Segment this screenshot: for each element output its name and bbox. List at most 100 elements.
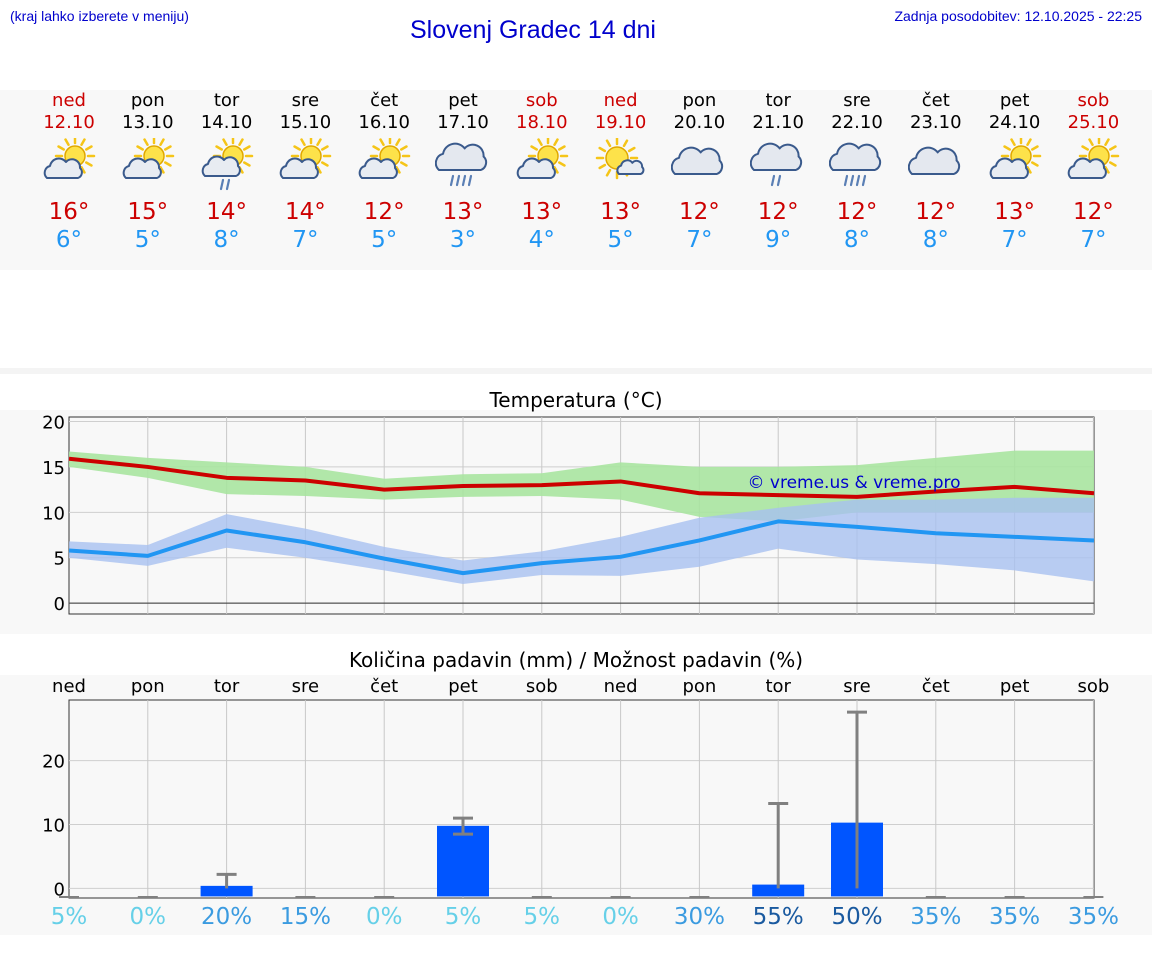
min-temperature-band bbox=[69, 497, 1094, 585]
day-name: sre bbox=[291, 90, 320, 111]
sun-cloud-light-rain-icon bbox=[201, 138, 253, 191]
max-temperature: 13° bbox=[994, 199, 1035, 225]
partly-cloudy-sun-icon bbox=[280, 138, 332, 179]
y-tick-label: 0 bbox=[54, 594, 65, 615]
day-date: 22.10 bbox=[831, 112, 883, 133]
day-name: pon bbox=[130, 90, 165, 111]
y-tick-label: 10 bbox=[42, 503, 65, 524]
min-temperature: 5° bbox=[607, 227, 634, 253]
cloud-rain-icon bbox=[435, 142, 488, 187]
precip-day-label: ned bbox=[52, 676, 86, 697]
min-temperature: 6° bbox=[55, 227, 83, 253]
cloud-light-rain-icon bbox=[750, 142, 803, 187]
min-temperature: 5° bbox=[134, 227, 161, 253]
day-name: sre bbox=[843, 90, 871, 111]
day-date: 14.10 bbox=[200, 112, 253, 133]
day-date: 16.10 bbox=[358, 112, 410, 133]
max-temperature: 12° bbox=[836, 199, 878, 225]
day-date: 12.10 bbox=[43, 112, 95, 133]
y-tick-label: 0 bbox=[54, 879, 65, 900]
cloudy-icon bbox=[907, 146, 960, 175]
max-temperature: 13° bbox=[521, 199, 563, 225]
day-name: ned bbox=[52, 90, 86, 111]
precip-probability: 5% bbox=[523, 904, 561, 930]
max-temperature: 12° bbox=[1073, 199, 1114, 225]
max-temperature: 13° bbox=[600, 199, 641, 225]
max-temperature: 14° bbox=[206, 199, 247, 225]
day-name: čet bbox=[370, 90, 399, 111]
precip-day-label: sob bbox=[1077, 676, 1110, 697]
day-date: 19.10 bbox=[594, 112, 647, 133]
min-temperature: 8° bbox=[213, 227, 240, 253]
min-temperature: 7° bbox=[1080, 227, 1107, 253]
precip-day-label: pet bbox=[448, 676, 478, 697]
precip-day-label: pet bbox=[999, 676, 1030, 697]
day-date: 17.10 bbox=[437, 112, 489, 133]
partly-cloudy-sun-icon bbox=[516, 138, 569, 179]
precip-bar bbox=[437, 825, 489, 897]
location-hint: (kraj lahko izberete v meniju) bbox=[10, 8, 189, 24]
day-name: sob bbox=[1077, 90, 1110, 111]
precip-day-label: sob bbox=[525, 676, 558, 697]
precip-probability: 15% bbox=[279, 904, 331, 930]
precip-probability: 5% bbox=[444, 904, 482, 930]
y-tick-label: 15 bbox=[42, 458, 65, 479]
sun-small-cloud-icon bbox=[595, 138, 645, 180]
min-temperature: 5° bbox=[371, 227, 398, 253]
y-tick-label: 20 bbox=[42, 752, 65, 773]
separator bbox=[0, 368, 1152, 374]
day-date: 25.10 bbox=[1067, 112, 1120, 133]
day-name: pet bbox=[448, 90, 478, 111]
page-title: Slovenj Gradec 14 dni bbox=[410, 16, 656, 44]
day-name: čet bbox=[921, 90, 950, 111]
cloudy-icon bbox=[671, 146, 724, 175]
min-temperature: 4° bbox=[528, 227, 555, 253]
day-name: ned bbox=[603, 90, 638, 111]
y-tick-label: 10 bbox=[42, 816, 65, 837]
day-date: 13.10 bbox=[122, 112, 174, 133]
max-temperature: 12° bbox=[757, 199, 799, 225]
day-date: 15.10 bbox=[279, 112, 332, 133]
precip-probability: 35% bbox=[1067, 904, 1119, 930]
precip-probability: 0% bbox=[129, 904, 167, 930]
temperature-chart-title: Temperatura (°C) bbox=[489, 388, 663, 412]
precip-day-label: čet bbox=[370, 676, 399, 697]
precipitation-chart: 0 10 20 bbox=[42, 699, 1104, 900]
precip-probability: 30% bbox=[673, 904, 725, 930]
min-temperature: 7° bbox=[1001, 227, 1028, 253]
day-name: tor bbox=[765, 90, 791, 111]
day-name: pet bbox=[999, 90, 1030, 111]
min-temperature: 8° bbox=[843, 227, 871, 253]
y-tick-label: 20 bbox=[42, 413, 65, 434]
day-date: 18.10 bbox=[516, 112, 568, 133]
watermark: © vreme.us & vreme.pro bbox=[747, 473, 960, 493]
precip-day-label: ned bbox=[603, 676, 638, 697]
precip-probability: 35% bbox=[989, 904, 1041, 930]
max-temperature: 14° bbox=[285, 199, 326, 225]
precip-probability: 0% bbox=[602, 904, 639, 930]
precip-day-label: tor bbox=[765, 676, 791, 697]
day-name: sob bbox=[525, 90, 558, 111]
precip-day-label: pon bbox=[682, 676, 717, 697]
day-date: 23.10 bbox=[910, 112, 962, 133]
min-temperature: 3° bbox=[449, 227, 477, 253]
partly-cloudy-sun-icon bbox=[989, 138, 1041, 179]
precip-day-label: pon bbox=[130, 676, 165, 697]
precip-day-label: sre bbox=[843, 676, 871, 697]
plot-area bbox=[68, 699, 1095, 899]
day-date: 24.10 bbox=[988, 112, 1041, 133]
cloud-rain-icon bbox=[829, 142, 882, 187]
partly-cloudy-sun-icon bbox=[43, 138, 96, 179]
partly-cloudy-sun-icon bbox=[1068, 138, 1120, 179]
min-temperature-line bbox=[68, 519, 1095, 576]
precipitation-chart-title: Količina padavin (mm) / Možnost padavin … bbox=[348, 648, 804, 672]
precip-probability: 20% bbox=[201, 904, 253, 930]
precip-bar bbox=[200, 885, 253, 897]
max-temperature-line bbox=[68, 456, 1095, 499]
precip-probability: 5% bbox=[50, 904, 88, 930]
min-temperature: 7° bbox=[686, 227, 713, 253]
precip-probability: 55% bbox=[752, 904, 804, 930]
day-name: pon bbox=[682, 90, 717, 111]
forecast-panel bbox=[0, 90, 1152, 270]
max-temperature: 12° bbox=[915, 199, 957, 225]
